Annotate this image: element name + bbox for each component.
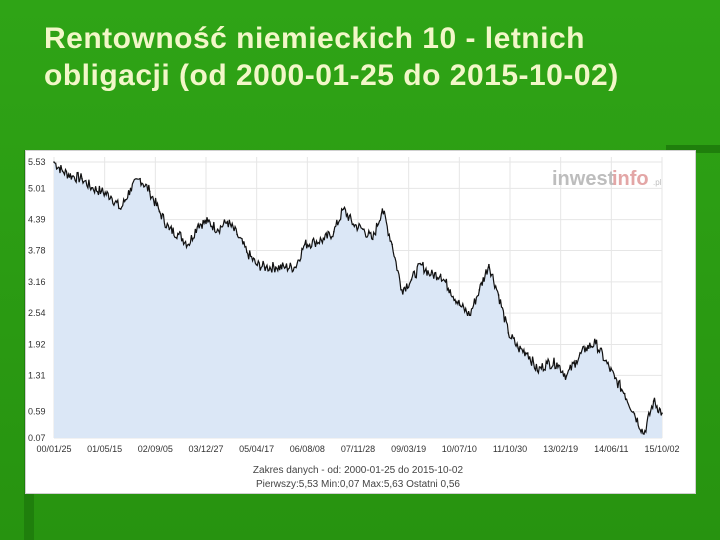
data-point <box>236 233 238 236</box>
data-point <box>585 347 587 349</box>
yield-chart: 5.53 5.01 4.39 3.78 3.16 2.54 1.92 1.31 0.59 0.07… <box>28 157 680 490</box>
data-point <box>216 228 219 231</box>
data-point <box>430 273 432 276</box>
data-point <box>439 273 442 276</box>
data-point <box>158 210 161 213</box>
slide-title: Rentowność niemieckich 10 - letnich obli… <box>44 22 619 92</box>
data-point <box>352 223 355 226</box>
data-point <box>633 412 636 415</box>
data-point <box>255 263 258 266</box>
x-tick-label: 15/10/02 <box>644 444 679 454</box>
y-tick-label: 3.78 <box>28 245 46 255</box>
data-point <box>303 243 306 246</box>
data-point <box>226 220 229 223</box>
y-tick-label: 0.59 <box>28 407 46 417</box>
data-point <box>594 342 597 344</box>
x-tick-label: 05/04/17 <box>239 444 274 454</box>
data-point <box>148 190 151 193</box>
data-point <box>294 266 296 268</box>
data-point <box>391 243 393 246</box>
x-tick-label: 10/07/10 <box>442 444 477 454</box>
x-tick-label: 02/09/05 <box>138 444 173 454</box>
data-point <box>556 362 558 365</box>
data-point <box>565 375 568 377</box>
data-point <box>61 170 64 172</box>
data-point <box>362 228 364 231</box>
data-point <box>468 314 471 316</box>
accent-bar-right <box>666 145 720 153</box>
data-point <box>275 266 277 268</box>
data-point <box>643 433 645 435</box>
data-point <box>652 400 655 402</box>
data-point <box>661 412 663 415</box>
data-point <box>178 233 180 236</box>
y-tick-label: 4.39 <box>28 215 46 225</box>
watermark-logo-accent: info <box>612 168 649 190</box>
data-point <box>284 266 287 268</box>
data-point <box>313 241 316 243</box>
data-point <box>197 223 200 226</box>
data-point <box>342 208 345 210</box>
chart-panel: 5.53 5.01 4.39 3.78 3.16 2.54 1.92 1.31 0.59 0.07… <box>25 150 696 494</box>
data-point <box>333 230 335 233</box>
y-tick-label: 3.16 <box>28 277 46 287</box>
x-tick-label: 14/06/11 <box>594 444 628 454</box>
data-point <box>265 266 267 268</box>
data-point <box>119 208 122 210</box>
footer-range-text: Zakres danych - od: 2000-01-25 do 2015-1… <box>253 465 464 476</box>
data-point <box>459 304 461 306</box>
y-tick-label: 0.07 <box>28 433 46 443</box>
data-point <box>488 263 490 266</box>
data-point <box>575 359 577 362</box>
data-point <box>526 352 529 354</box>
x-tick-label: 09/03/19 <box>391 444 426 454</box>
data-point <box>323 238 326 241</box>
y-tick-label: 1.92 <box>28 340 46 350</box>
data-point <box>110 195 112 198</box>
data-point <box>90 187 93 189</box>
data-point <box>449 289 451 291</box>
data-point <box>507 332 510 334</box>
data-point <box>168 228 171 231</box>
data-point <box>207 220 209 223</box>
x-tick-label: 11/10/30 <box>493 444 527 454</box>
data-point <box>478 289 481 291</box>
data-point <box>497 294 500 296</box>
x-tick-label: 06/08/08 <box>290 444 325 454</box>
data-point <box>129 188 132 190</box>
data-point <box>401 289 403 291</box>
data-point <box>187 243 190 246</box>
data-point <box>71 175 74 178</box>
data-point <box>410 279 413 281</box>
data-point <box>100 190 103 193</box>
series-line <box>53 161 663 435</box>
data-point <box>81 177 83 180</box>
data-point <box>381 208 384 210</box>
x-tick-label: 01/05/15 <box>87 444 122 454</box>
x-tick-label: 07/11/28 <box>341 444 375 454</box>
data-point <box>536 369 539 372</box>
watermark-logo-suffix: .pl <box>653 178 662 187</box>
series-area-fill <box>54 162 662 438</box>
data-point <box>623 392 626 395</box>
y-tick-label: 2.54 <box>28 308 46 318</box>
y-tick-label: 5.01 <box>28 183 46 193</box>
data-point <box>604 359 607 362</box>
data-point <box>246 251 248 253</box>
data-point <box>546 362 548 365</box>
data-point <box>139 177 141 180</box>
x-tick-label: 13/02/19 <box>543 444 578 454</box>
y-tick-label: 1.31 <box>28 370 46 380</box>
footer-stats-text: Pierwszy:5,53 Min:0,07 Max:5,63 Ostatni … <box>256 479 460 490</box>
x-tick-label: 00/01/25 <box>36 444 71 454</box>
data-point <box>420 263 422 266</box>
y-tick-label: 5.53 <box>28 157 46 167</box>
data-point <box>614 377 616 380</box>
x-tick-label: 03/12/27 <box>188 444 223 454</box>
data-point <box>371 238 374 241</box>
watermark-logo: inwest <box>552 168 615 190</box>
data-point <box>517 347 519 349</box>
data-point <box>53 161 55 163</box>
